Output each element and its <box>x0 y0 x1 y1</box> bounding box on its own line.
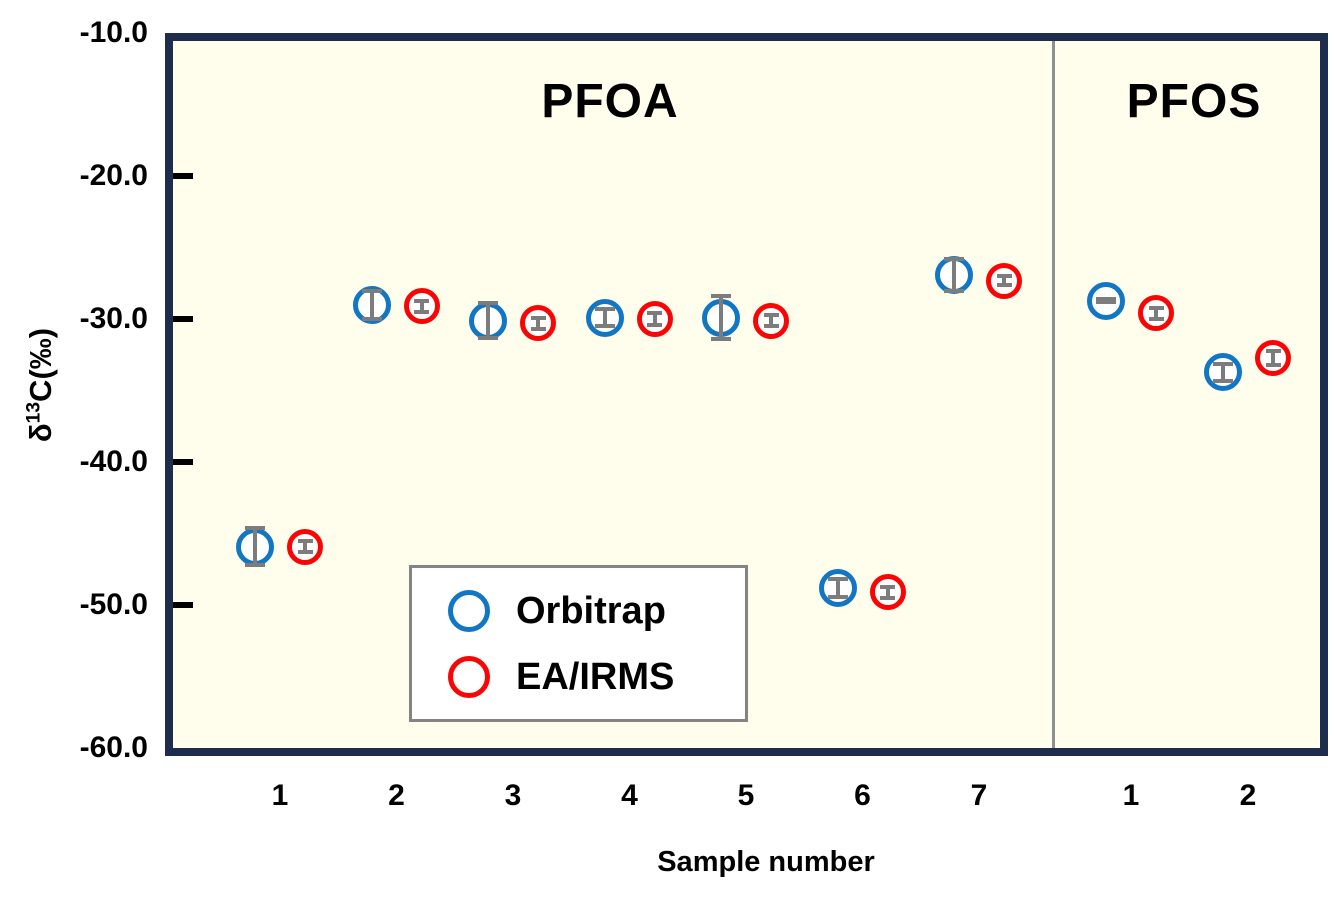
eairms-marker-icon <box>448 655 490 698</box>
y-tick-mark <box>173 602 193 609</box>
marker-pfos-2-eairms-error-cap-top <box>1265 348 1281 353</box>
group-title-pfos: PFOS <box>1126 75 1262 128</box>
marker-pfoa-3-orbitrap-error-cap-bottom <box>478 335 498 340</box>
marker-pfoa-6-orbitrap-error-cap-top <box>827 577 848 582</box>
marker-pfoa-2-orbitrap-error-cap-bottom <box>361 317 382 322</box>
marker-pfoa-6-eairms-error-cap-bottom <box>880 596 895 601</box>
marker-pfoa-3-eairms-error-bar <box>536 317 540 330</box>
marker-pfoa-2-orbitrap-error-cap-top <box>361 288 382 293</box>
marker-pfoa-1-orbitrap-error-cap-bottom <box>245 563 265 568</box>
marker-pfoa-3-orbitrap-error-bar <box>486 303 490 338</box>
marker-pfoa-4-orbitrap-error-cap-top <box>594 307 615 312</box>
marker-pfoa-3-eairms-error-cap-bottom <box>530 327 546 332</box>
marker-pfoa-5-orbitrap-error-cap-bottom <box>711 337 731 342</box>
marker-pfoa-7-eairms-error-cap-bottom <box>996 282 1012 287</box>
y-tick-label: -50.0 <box>79 588 148 622</box>
marker-pfoa-1-eairms-error-bar <box>303 540 307 553</box>
marker-pfoa-4-orbitrap-error-bar <box>602 309 607 327</box>
y-tick-label: -40.0 <box>79 445 148 479</box>
x-tick-label: 2 <box>388 779 405 812</box>
marker-pfoa-6-orbitrap-error-bar <box>835 579 840 597</box>
marker-pfos-2-orbitrap-error-cap-top <box>1213 361 1233 366</box>
marker-pfoa-3-eairms <box>520 305 556 342</box>
x-tick-label: 4 <box>621 779 638 812</box>
marker-pfos-2-eairms-error-bar <box>1271 350 1275 365</box>
y-axis-label: δ13C(‰) <box>23 235 67 535</box>
legend: Orbitrap EA/IRMS <box>409 565 748 722</box>
marker-pfoa-2-eairms-error-cap-bottom <box>414 310 429 315</box>
legend-label: EA/IRMS <box>516 655 675 698</box>
legend-item-eairms: EA/IRMS <box>448 655 745 698</box>
marker-pfoa-2-eairms-error-cap-top <box>414 298 429 303</box>
y-axis-label-base: δ <box>23 423 58 443</box>
marker-pfos-1-orbitrap-error-cap-bottom <box>1096 300 1116 305</box>
marker-pfoa-5-eairms-error-cap-top <box>763 312 779 317</box>
marker-pfoa-5-eairms-error-cap-bottom <box>763 324 779 329</box>
marker-pfoa-1-eairms-error-cap-top <box>297 538 313 543</box>
marker-pfoa-2-eairms-error-bar <box>419 300 424 313</box>
marker-pfos-2-orbitrap-error-bar <box>1221 363 1225 381</box>
marker-pfoa-6-orbitrap-error-cap-bottom <box>827 594 848 599</box>
marker-pfoa-5-orbitrap-error-bar <box>719 296 723 340</box>
y-tick-label: -30.0 <box>79 302 148 336</box>
marker-pfoa-7-orbitrap-error-bar <box>952 259 956 291</box>
marker-pfoa-3-orbitrap-error-cap-top <box>478 301 498 306</box>
marker-pfoa-1-orbitrap-error-cap-top <box>245 525 265 530</box>
marker-pfos-1-eairms-error-cap-bottom <box>1148 317 1164 322</box>
y-tick-label: -60.0 <box>79 731 148 765</box>
marker-pfoa-5-eairms-error-bar <box>769 314 773 327</box>
marker-pfoa-7-eairms-error-cap-top <box>996 274 1012 279</box>
x-tick-label: 3 <box>504 779 522 812</box>
y-tick-mark <box>173 316 193 323</box>
group-divider <box>1052 41 1055 748</box>
marker-pfoa-4-orbitrap-error-cap-bottom <box>594 324 615 329</box>
orbitrap-marker-icon <box>448 589 490 632</box>
marker-pfoa-1-eairms-error-cap-bottom <box>297 550 313 555</box>
x-tick-label: 6 <box>854 779 871 812</box>
x-axis-title: Sample number <box>657 846 875 878</box>
y-tick-label: -10.0 <box>79 16 148 50</box>
marker-pfoa-1-orbitrap-error-bar <box>253 527 257 566</box>
marker-pfoa-6-eairms <box>869 574 906 611</box>
marker-pfoa-7-orbitrap-error-cap-top <box>944 257 964 262</box>
marker-pfos-2-orbitrap-error-cap-bottom <box>1213 378 1233 383</box>
y-tick-label: -20.0 <box>79 159 148 193</box>
y-tick-mark <box>173 173 193 180</box>
marker-pfoa-6-eairms-error-cap-top <box>880 584 895 589</box>
marker-pfoa-7-eairms-error-bar <box>1002 276 1006 285</box>
x-tick-label: 7 <box>970 779 988 812</box>
legend-label: Orbitrap <box>516 589 666 632</box>
marker-pfoa-3-eairms-error-cap-top <box>530 315 546 320</box>
marker-pfoa-4-eairms-error-cap-top <box>647 311 662 316</box>
marker-pfoa-7-orbitrap-error-cap-bottom <box>944 288 964 293</box>
y-axis-label-superscript: 13 <box>23 401 45 424</box>
x-tick-label: 1 <box>271 779 289 812</box>
x-tick-label: 5 <box>737 779 755 812</box>
marker-pfos-1-eairms-error-cap-top <box>1148 305 1164 310</box>
group-title-pfoa: PFOA <box>541 75 679 128</box>
marker-pfos-2-eairms-error-cap-bottom <box>1265 362 1281 367</box>
marker-pfoa-5-orbitrap-error-cap-top <box>711 294 731 299</box>
marker-pfoa-2-orbitrap-error-bar <box>369 290 374 320</box>
x-tick-label: 1 <box>1122 779 1140 812</box>
marker-pfoa-6-eairms-error-bar <box>885 586 890 599</box>
marker-pfoa-2-eairms <box>403 288 440 325</box>
marker-pfos-1-orbitrap <box>1087 281 1125 320</box>
marker-pfos-1-eairms-error-bar <box>1154 307 1158 320</box>
marker-pfos-1-orbitrap-error-cap-top <box>1096 297 1116 302</box>
x-tick-label: 2 <box>1239 779 1257 812</box>
y-tick-mark <box>173 459 193 466</box>
marker-pfoa-4-eairms-error-cap-bottom <box>647 322 662 327</box>
legend-item-orbitrap: Orbitrap <box>448 589 745 632</box>
marker-pfoa-4-eairms-error-bar <box>652 313 657 325</box>
y-axis-label-rest: C(‰) <box>23 327 58 402</box>
